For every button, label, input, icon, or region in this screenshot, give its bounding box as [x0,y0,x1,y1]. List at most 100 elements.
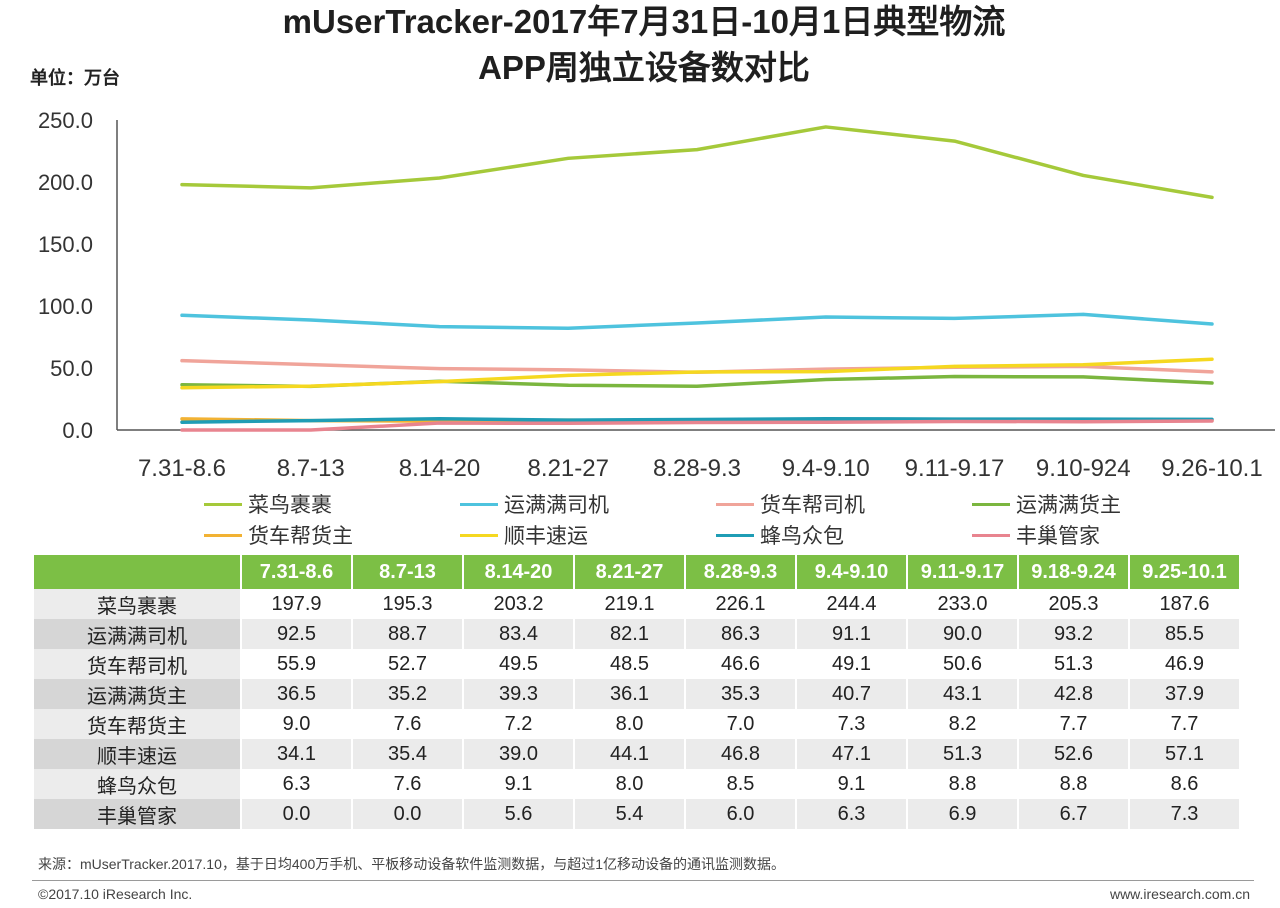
table-row: 货车帮货主 9.0 7.6 7.2 8.0 7.0 7.3 8.2 7.7 7.7 [34,709,1239,739]
table-cell: 8.8 [1019,769,1128,799]
table-cell: 93.2 [1019,619,1128,649]
table-row-label: 货车帮货主 [34,709,240,739]
table-cell: 8.2 [908,709,1017,739]
legend-swatch [204,502,242,506]
table-row: 货车帮司机 55.9 52.7 49.5 48.5 46.6 49.1 50.6 51.3 46.… [34,649,1239,679]
table-header-cell: 9.4-9.10 [797,555,906,589]
table-cell: 50.6 [908,649,1017,679]
x-tick-label: 9.26-10.1 [1161,455,1262,482]
data-point [1081,173,1085,177]
data-point [566,156,570,160]
table-row-label: 运满满货主 [34,679,240,709]
data-point [438,380,441,384]
table-cell: 40.7 [797,679,906,709]
chart-title-line1: mUserTracker-2017年7月31日-10月1日典型物流 [282,3,1006,40]
table-row-label: 菜鸟裹裹 [34,589,240,619]
line-chart: 0.0 50.0 100.0 150.0 200.0 250.0 7.31-8.6 8.7-1… [38,108,1275,482]
y-tick-label: 0.0 [62,418,93,443]
data-point [566,418,570,422]
table-cell: 35.3 [686,679,795,709]
data-point [566,421,570,425]
table-cell: 57.1 [1130,739,1239,769]
table-cell: 46.6 [686,649,795,679]
table-row: 运满满货主 36.5 35.2 39.3 36.1 35.3 40.7 43.1 42.8 37.… [34,679,1239,709]
legend-label: 菜鸟裹裹 [248,494,332,517]
table-corner [34,555,240,589]
table-cell: 203.2 [464,589,573,619]
data-point [180,417,184,421]
table-cell: 7.7 [1130,709,1239,739]
legend-item: 菜鸟裹裹 [204,490,332,518]
table-row-label: 顺丰速运 [34,739,240,769]
table-cell: 7.2 [464,709,573,739]
data-point [180,383,184,387]
table-cell: 6.3 [797,799,906,829]
table-cell: 85.5 [1130,619,1239,649]
table-header-cell: 8.28-9.3 [686,555,795,589]
data-point [438,421,441,425]
table-cell: 52.7 [353,649,462,679]
table-cell: 0.0 [353,799,462,829]
table-cell: 36.5 [242,679,351,709]
table-cell: 219.1 [575,589,684,619]
legend-item: 运满满司机 [460,490,609,518]
table-cell: 91.1 [797,619,906,649]
data-point [180,359,184,363]
footer-divider [32,880,1254,881]
x-tick-label: 8.14-20 [399,455,480,482]
table-cell: 7.3 [797,709,906,739]
table-cell: 37.9 [1130,679,1239,709]
table-header-cell: 9.25-10.1 [1130,555,1239,589]
data-point [438,367,441,371]
data-point [180,313,184,317]
table-row: 丰巢管家 0.0 0.0 5.6 5.4 6.0 6.3 6.9 6.7 7.3 [34,799,1239,829]
table-cell: 195.3 [353,589,462,619]
table-cell: 233.0 [908,589,1017,619]
x-tick-label: 9.11-9.17 [905,455,1005,482]
legend-swatch [716,533,754,537]
legend-item: 货车帮司机 [716,490,865,518]
data-point [566,373,570,377]
table-cell: 205.3 [1019,589,1128,619]
table-cell: 43.1 [908,679,1017,709]
legend-label: 货车帮货主 [248,525,353,548]
data-point [180,428,184,432]
table-cell: 7.7 [1019,709,1128,739]
series-line-2 [180,312,1214,330]
data-point [953,375,956,379]
data-point [824,378,828,382]
table-cell: 36.1 [575,679,684,709]
table-cell: 6.9 [908,799,1017,829]
table-cell: 52.6 [1019,739,1128,769]
data-point [309,363,313,367]
table-cell: 46.9 [1130,649,1239,679]
data-point [438,417,441,421]
legend-label: 蜂鸟众包 [760,525,844,548]
data-point [1210,419,1214,423]
x-tick-label: 8.21-27 [528,455,609,482]
x-tick-label: 8.7-13 [277,455,345,482]
data-point [824,417,828,421]
table-row-label: 丰巢管家 [34,799,240,829]
table-cell: 8.8 [908,769,1017,799]
table-cell: 7.6 [353,769,462,799]
table-cell: 92.5 [242,619,351,649]
data-point [695,384,699,388]
legend-label: 运满满司机 [504,494,609,517]
data-point [824,420,828,424]
x-tick-label: 7.31-8.6 [138,455,226,482]
table-cell: 9.1 [464,769,573,799]
legend-swatch [972,533,1010,537]
table-cell: 5.4 [575,799,684,829]
table-cell: 46.8 [686,739,795,769]
table-cell: 49.5 [464,649,573,679]
legend-swatch [460,533,498,537]
legend-item: 货车帮货主 [204,521,353,549]
table-cell: 51.3 [908,739,1017,769]
table-cell: 44.1 [575,739,684,769]
y-tick-label: 150.0 [38,232,93,257]
website: www.iresearch.com.cn [1109,886,1250,902]
table-row: 运满满司机 92.5 88.7 83.4 82.1 86.3 91.1 90.0 93.2 85.… [34,619,1239,649]
data-point [695,148,699,152]
legend-swatch [716,502,754,506]
